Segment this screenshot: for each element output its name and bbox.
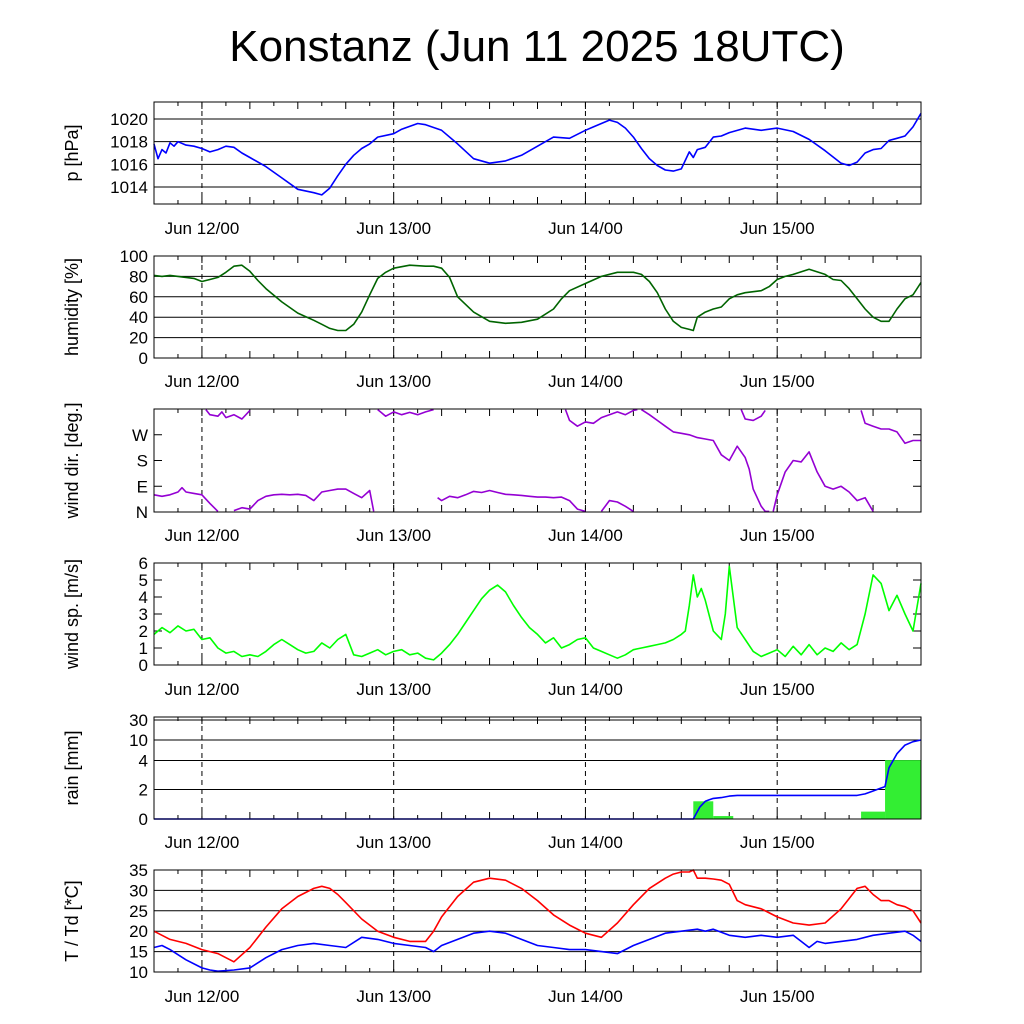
wind_dir-series-segment bbox=[205, 409, 251, 420]
wind_speed-ytick-label: 5 bbox=[139, 571, 148, 590]
temperature-frame-top bbox=[153, 869, 922, 973]
wind_dir-day-label: Jun 13/00 bbox=[356, 526, 431, 545]
temperature-day-label: Jun 14/00 bbox=[548, 987, 623, 1006]
rain-bar bbox=[713, 816, 734, 819]
wind_dir-ytick-label: N bbox=[136, 503, 148, 522]
wind_speed-ytick-label: 1 bbox=[139, 639, 148, 658]
pressure-frame-top bbox=[153, 101, 922, 205]
rain-day-label: Jun 13/00 bbox=[356, 833, 431, 852]
humidity-ytick-label: 60 bbox=[129, 288, 148, 307]
rain-ytick-label: 0 bbox=[139, 810, 148, 829]
rain-ytick-label: 2 bbox=[139, 781, 148, 800]
wind_dir-day-label: Jun 14/00 bbox=[548, 526, 623, 545]
wind_dir-ytick-label: S bbox=[137, 452, 148, 471]
humidity-day-label: Jun 13/00 bbox=[356, 372, 431, 391]
rain-frame-top bbox=[153, 716, 922, 820]
wind_dir-series-segment bbox=[437, 489, 586, 513]
wind_dir-series-segment bbox=[640, 408, 770, 513]
rain-ylabel: rain [mm] bbox=[62, 730, 82, 805]
pressure-ytick-label: 1016 bbox=[110, 155, 148, 174]
pressure-ytick-label: 1020 bbox=[110, 110, 148, 129]
wind_dir-frame-top bbox=[153, 408, 922, 513]
chart-title: Konstanz (Jun 11 2025 18UTC) bbox=[229, 22, 845, 71]
wind_speed-day-label: Jun 12/00 bbox=[165, 680, 240, 699]
pressure-ytick-label: 1014 bbox=[110, 178, 148, 197]
wind_speed-frame-top bbox=[153, 562, 922, 666]
temperature-day-label: Jun 13/00 bbox=[356, 987, 431, 1006]
wind_dir-series-segment bbox=[860, 410, 921, 445]
pressure-ylabel: p [hPa] bbox=[62, 124, 82, 181]
humidity-ytick-label: 0 bbox=[139, 349, 148, 368]
pressure-day-label: Jun 12/00 bbox=[165, 219, 240, 238]
pressure-day-label: Jun 13/00 bbox=[356, 219, 431, 238]
humidity-frame bbox=[153, 255, 922, 359]
pressure-ytick-label: 1018 bbox=[110, 133, 148, 152]
rain-line bbox=[154, 739, 922, 820]
rain-frame bbox=[153, 716, 922, 820]
rain-bar bbox=[885, 760, 921, 819]
wind_dir-series-segment bbox=[772, 451, 874, 512]
wind_dir-day-label: Jun 15/00 bbox=[740, 526, 815, 545]
temperature-ytick-label: 20 bbox=[129, 922, 148, 941]
wind_speed-ytick-label: 2 bbox=[139, 622, 148, 641]
wind_speed-ytick-label: 4 bbox=[139, 588, 148, 607]
wind_dir-series-segment bbox=[153, 486, 219, 512]
wind_speed-line bbox=[153, 565, 922, 661]
temperature-ylabel: T / Td [*C] bbox=[62, 880, 82, 961]
temperature-ytick-label: 10 bbox=[129, 963, 148, 982]
humidity-day-label: Jun 14/00 bbox=[548, 372, 623, 391]
temperature-day-label: Jun 15/00 bbox=[740, 987, 815, 1006]
pressure-line bbox=[153, 112, 922, 196]
wind_speed-ytick-label: 0 bbox=[139, 656, 148, 675]
wind_dir-series-segment bbox=[600, 499, 634, 513]
temperature-ytick-label: 15 bbox=[129, 943, 148, 962]
pressure-frame bbox=[153, 101, 922, 205]
pressure-day-label: Jun 15/00 bbox=[740, 219, 815, 238]
wind_dir-ylabel: wind dir. [deg.] bbox=[62, 402, 82, 519]
humidity-day-label: Jun 12/00 bbox=[165, 372, 240, 391]
rain-ytick-label: 4 bbox=[139, 752, 148, 771]
temperature-ytick-label: 30 bbox=[129, 881, 148, 900]
wind_speed-ytick-label: 3 bbox=[139, 605, 148, 624]
rain-day-label: Jun 12/00 bbox=[165, 833, 240, 852]
wind_speed-day-label: Jun 13/00 bbox=[356, 680, 431, 699]
temperature-line bbox=[153, 869, 922, 963]
humidity-frame-top bbox=[153, 255, 922, 359]
wind_dir-series-segment bbox=[377, 408, 434, 418]
rain-day-label: Jun 15/00 bbox=[740, 833, 815, 852]
wind_speed-ylabel: wind sp. [m/s] bbox=[62, 559, 82, 670]
wind_dir-series-segment bbox=[564, 408, 638, 428]
rain-ytick-label: 10 bbox=[129, 731, 148, 750]
rain-ytick-label: 30 bbox=[129, 711, 148, 730]
wind_dir-day-label: Jun 12/00 bbox=[165, 526, 240, 545]
wind_dir-ytick-label: E bbox=[137, 477, 148, 496]
temperature-day-label: Jun 12/00 bbox=[165, 987, 240, 1006]
humidity-ytick-label: 80 bbox=[129, 267, 148, 286]
wind_speed-day-label: Jun 15/00 bbox=[740, 680, 815, 699]
pressure-day-label: Jun 14/00 bbox=[548, 219, 623, 238]
wind_speed-day-label: Jun 14/00 bbox=[548, 680, 623, 699]
humidity-line bbox=[153, 264, 922, 332]
humidity-day-label: Jun 15/00 bbox=[740, 372, 815, 391]
humidity-ylabel: humidity [%] bbox=[62, 258, 82, 356]
rain-bar bbox=[693, 801, 714, 819]
dewpoint-line bbox=[153, 928, 922, 973]
wind_dir-ytick-label: W bbox=[132, 426, 148, 445]
wind_dir-series-segment bbox=[233, 488, 375, 512]
rain-day-label: Jun 14/00 bbox=[548, 833, 623, 852]
temperature-ytick-label: 35 bbox=[129, 861, 148, 880]
wind_speed-ytick-label: 6 bbox=[139, 554, 148, 573]
humidity-ytick-label: 100 bbox=[120, 247, 148, 266]
humidity-ytick-label: 20 bbox=[129, 329, 148, 348]
humidity-ytick-label: 40 bbox=[129, 308, 148, 327]
temperature-ytick-label: 25 bbox=[129, 902, 148, 921]
wind_dir-series-segment bbox=[740, 409, 766, 422]
rain-bar bbox=[861, 811, 886, 819]
